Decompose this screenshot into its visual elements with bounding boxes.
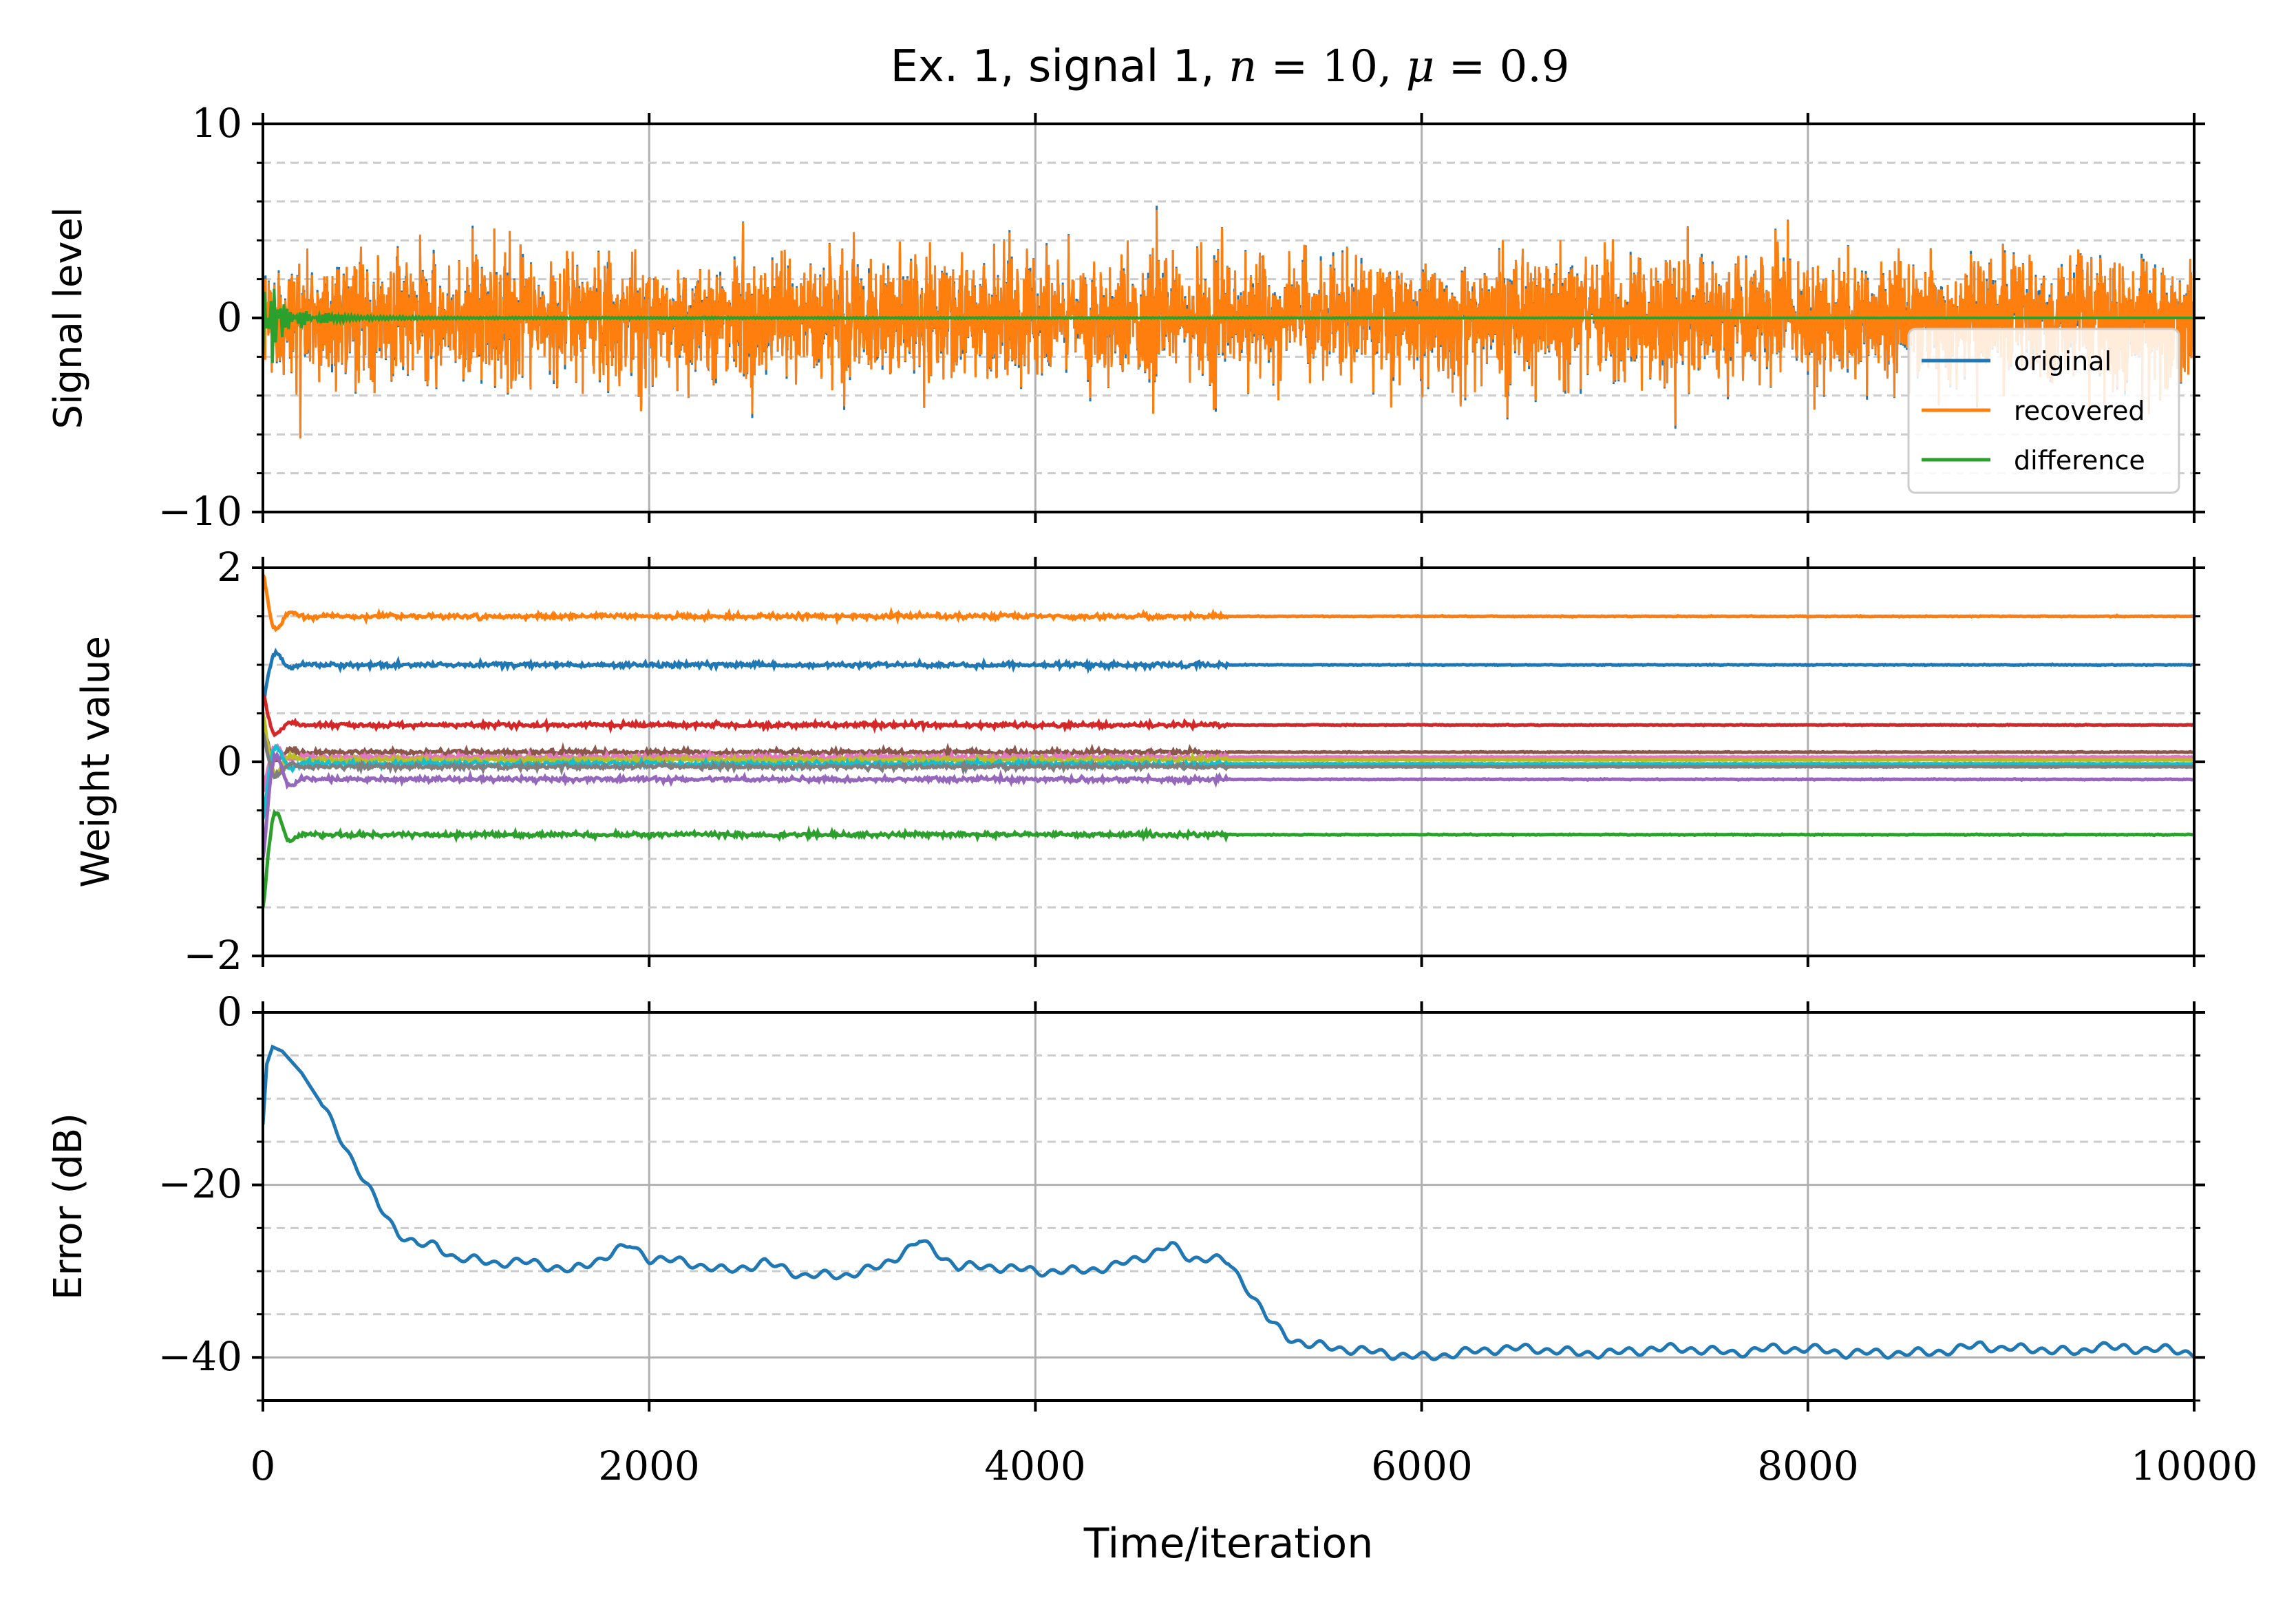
ytick-labels-error: 0 −20 −40 <box>158 988 242 1380</box>
title-n-eq: = 10, <box>1257 41 1405 92</box>
title-mu-var: μ <box>1406 41 1435 92</box>
xtick-label: 2000 <box>598 1443 700 1489</box>
xlabel: Time/iteration <box>1083 1520 1374 1568</box>
weights-series-group <box>263 574 2194 908</box>
weight-series-line <box>263 732 2194 780</box>
panel-signal-ticks <box>252 113 2205 523</box>
weight-series-line <box>263 648 2194 704</box>
weight-series-line <box>263 750 2194 858</box>
ylabel-weights: Weight value <box>74 636 118 888</box>
xtick-label: 0 <box>251 1443 276 1489</box>
series-error-line <box>263 1044 2194 1361</box>
ytick-labels-signal: 10 0 −10 <box>158 100 242 535</box>
xtick-label: 10000 <box>2131 1443 2258 1489</box>
legend-label-original: original <box>2014 346 2112 376</box>
title-prefix: Ex. 1, signal 1, <box>891 41 1229 92</box>
legend-box <box>1907 328 2180 494</box>
ytick-label: 2 <box>217 544 242 590</box>
xtick-label: 8000 <box>1757 1443 1859 1489</box>
legend: original recovered difference <box>1907 328 2180 494</box>
xtick-labels: 0 2000 4000 6000 8000 10000 <box>251 1443 2258 1489</box>
title-n-var: n <box>1229 41 1257 92</box>
ytick-label: 0 <box>217 294 242 341</box>
xtick-label: 4000 <box>984 1443 1086 1489</box>
panel-weights: Weight value 2 0 −2 <box>74 544 2205 979</box>
panel-error-ticks <box>252 1001 2205 1412</box>
ytick-label: −2 <box>184 932 243 979</box>
ytick-label: −40 <box>158 1333 242 1380</box>
ylabel-error: Error (dB) <box>46 1113 91 1300</box>
series-difference-line <box>263 288 2194 363</box>
weight-series-line <box>263 713 2194 776</box>
ytick-labels-weights: 2 0 −2 <box>184 544 243 979</box>
weight-series-line <box>263 721 2194 763</box>
ytick-label: −20 <box>158 1160 242 1207</box>
series-recovered-line <box>263 209 2194 439</box>
legend-label-difference: difference <box>2014 445 2145 476</box>
panel-error-frame <box>262 1011 2196 1402</box>
panel-signal: Signal level 10 0 −10 original recovered… <box>46 100 2205 535</box>
ytick-label: 10 <box>191 100 242 147</box>
legend-label-recovered: recovered <box>2014 396 2145 426</box>
weight-series-line <box>263 809 2194 908</box>
ytick-label: 0 <box>217 988 242 1035</box>
weight-series-line <box>263 694 2194 738</box>
weight-series-line <box>263 574 2194 632</box>
ylabel-signal: Signal level <box>46 207 91 429</box>
chart-title: Ex. 1, signal 1, n = 10, μ = 0.9 <box>891 41 1570 92</box>
panel-weights-ticks <box>252 557 2205 967</box>
title-mu-eq: = 0.9 <box>1434 41 1569 92</box>
ytick-label: −10 <box>158 488 242 535</box>
ytick-label: 0 <box>217 738 242 785</box>
xtick-label: 6000 <box>1371 1443 1473 1489</box>
panel-error: Error (dB) 0 −20 −40 0 2000 4000 6000 80… <box>46 988 2257 1568</box>
